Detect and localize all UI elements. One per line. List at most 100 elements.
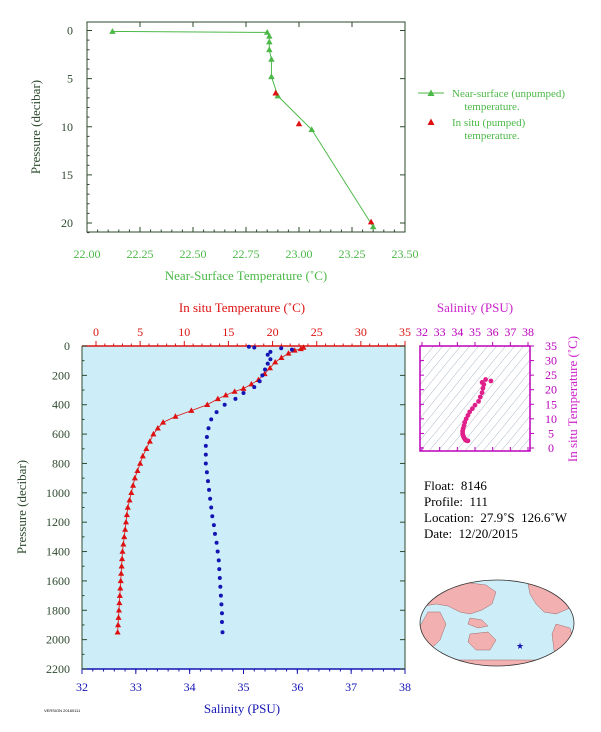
salinity-point xyxy=(204,470,209,475)
float-position-star-icon: ★ xyxy=(516,641,524,651)
salinity-point xyxy=(217,575,222,580)
temperature-point xyxy=(214,395,221,402)
density-contour-line xyxy=(464,370,530,451)
ts-point xyxy=(488,378,494,384)
salinity-point xyxy=(203,461,208,466)
near-surface-point xyxy=(263,29,271,35)
temperature-point xyxy=(130,482,137,488)
salinity-point xyxy=(214,540,219,545)
temperature-tick-label: 20 xyxy=(267,325,279,339)
temperature-tick-label: 0 xyxy=(93,325,99,339)
temperature-point xyxy=(150,430,157,437)
temperature-point xyxy=(117,585,124,591)
temperature-ticks: 0 5 10 15 20 25 30 35 xyxy=(93,325,411,346)
salinity-point xyxy=(265,352,270,357)
ts-point xyxy=(472,402,478,408)
near-surface-point xyxy=(369,223,377,230)
salinity-tick-label: 37 xyxy=(345,680,357,694)
density-contour-line xyxy=(420,346,507,451)
temperature-point xyxy=(231,388,238,394)
pressure-tick-label: 2200 xyxy=(46,662,70,676)
temperature-point xyxy=(134,467,141,474)
pressure-tick-label: 400 xyxy=(52,398,70,412)
pressure-tick-label: 1800 xyxy=(46,603,70,617)
ts-point xyxy=(476,398,481,404)
ts-x-tick-label: 37 xyxy=(504,325,516,339)
in-situ-point xyxy=(367,218,375,225)
temperature-point xyxy=(128,489,135,496)
pressure-tick-label: 0 xyxy=(64,339,70,353)
ts-point xyxy=(483,377,488,382)
salinity-point xyxy=(211,523,216,528)
temperature-point xyxy=(115,607,122,613)
profile-number: Profile: 111 xyxy=(424,494,489,509)
temperature-tick-label: 10 xyxy=(178,325,190,339)
top-y-tick-label: 5 xyxy=(67,72,73,86)
temperature-point xyxy=(116,592,123,598)
temperature-point xyxy=(139,452,146,459)
salinity-point xyxy=(252,345,257,350)
salinity-point xyxy=(265,361,270,366)
legend-near-surface-line2: temperature. xyxy=(464,101,520,113)
salinity-point xyxy=(206,426,211,431)
ts-x-tick-label: 34 xyxy=(451,325,463,339)
salinity-tick-label: 32 xyxy=(76,680,88,694)
top-y-tick-label: 10 xyxy=(61,120,73,134)
legend-in-situ-line2: temperature. xyxy=(464,130,520,142)
salinity-point xyxy=(220,630,225,635)
salinity-tick-label: 36 xyxy=(291,680,303,694)
top-y-axis-label: Pressure (decibar) xyxy=(28,80,43,174)
salinity-point xyxy=(215,549,220,554)
salinity-point xyxy=(241,390,246,395)
temperature-point xyxy=(222,391,229,398)
ts-salinity-ticks: 32 33 34 35 36 37 38 xyxy=(416,325,534,451)
date: Date: 12/20/2015 xyxy=(424,526,518,541)
temperature-point xyxy=(188,407,195,413)
top-y-ticks: 0 5 10 15 20 xyxy=(61,24,405,234)
top-x-tick-label: 22.50 xyxy=(180,247,207,261)
density-contour-line xyxy=(420,346,435,363)
salinity-point xyxy=(268,357,273,362)
maritime-continent-landmass xyxy=(467,617,489,629)
ts-y-tick-label: 30 xyxy=(545,354,557,368)
near-surface-point xyxy=(268,55,275,62)
temperature-point xyxy=(160,419,167,425)
density-contour-line xyxy=(446,348,530,451)
in-situ-point xyxy=(272,89,279,96)
salinity-point xyxy=(246,344,251,349)
salinity-point xyxy=(263,367,268,372)
salinity-tick-label: 33 xyxy=(130,680,142,694)
density-contour-line xyxy=(482,393,530,451)
salinity-point xyxy=(252,385,257,390)
salinity-tick-label: 35 xyxy=(238,680,250,694)
salinity-ticks: 32 33 34 35 36 37 38 xyxy=(76,669,411,694)
temperature-point xyxy=(131,474,138,481)
pressure-tick-label: 2000 xyxy=(46,633,70,647)
top-y-tick-label: 20 xyxy=(61,216,73,230)
temperature-point xyxy=(278,354,285,360)
salinity-point xyxy=(257,379,262,384)
salinity-point xyxy=(217,567,222,572)
ts-point xyxy=(465,438,471,444)
australia-landmass xyxy=(467,631,497,651)
top-x-axis-label: Near-Surface Temperature (˚C) xyxy=(165,268,327,283)
temperature-point xyxy=(248,380,255,387)
top-y-tick-label: 0 xyxy=(67,24,73,38)
ts-y-tick-label: 20 xyxy=(545,383,557,397)
salinity-point xyxy=(268,349,273,354)
density-contour-line xyxy=(473,381,530,451)
legend-triangle-marker xyxy=(427,118,435,125)
temperature-point xyxy=(119,555,126,562)
near-surface-point xyxy=(308,126,315,133)
top-x-tick-label: 22.00 xyxy=(74,247,101,261)
salinity-point xyxy=(209,417,214,422)
salinity-point xyxy=(233,396,238,401)
top-y-tick-label: 15 xyxy=(61,168,73,182)
pressure-tick-label: 600 xyxy=(52,427,70,441)
temperature-point xyxy=(124,504,131,510)
profile-chart: 0 5 10 15 20 25 30 35 32 33 34 35 36 37 38 0 200 400 600… xyxy=(14,300,411,716)
ts-point xyxy=(481,382,487,387)
top-x-tick-label: 22.75 xyxy=(233,247,260,261)
